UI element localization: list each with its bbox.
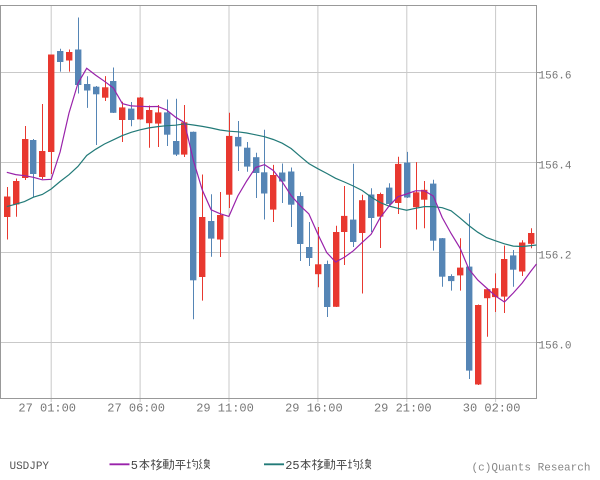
svg-text:5: 5 (131, 459, 138, 473)
svg-text:29 21:00: 29 21:00 (374, 402, 432, 416)
svg-text:156.4: 156.4 (539, 160, 572, 172)
svg-text:156.6: 156.6 (539, 70, 572, 82)
svg-text:25: 25 (285, 459, 299, 473)
svg-text:(c)Quants Research: (c)Quants Research (472, 463, 591, 475)
svg-text:USDJPY: USDJPY (10, 461, 50, 473)
svg-text:30 02:00: 30 02:00 (463, 402, 521, 416)
svg-text:156.2: 156.2 (539, 250, 572, 262)
svg-text:29 16:00: 29 16:00 (285, 402, 343, 416)
svg-text:156.0: 156.0 (539, 340, 572, 352)
svg-text:29 11:00: 29 11:00 (196, 402, 254, 416)
svg-text:27 06:00: 27 06:00 (107, 402, 165, 416)
svg-text:27 01:00: 27 01:00 (18, 402, 76, 416)
